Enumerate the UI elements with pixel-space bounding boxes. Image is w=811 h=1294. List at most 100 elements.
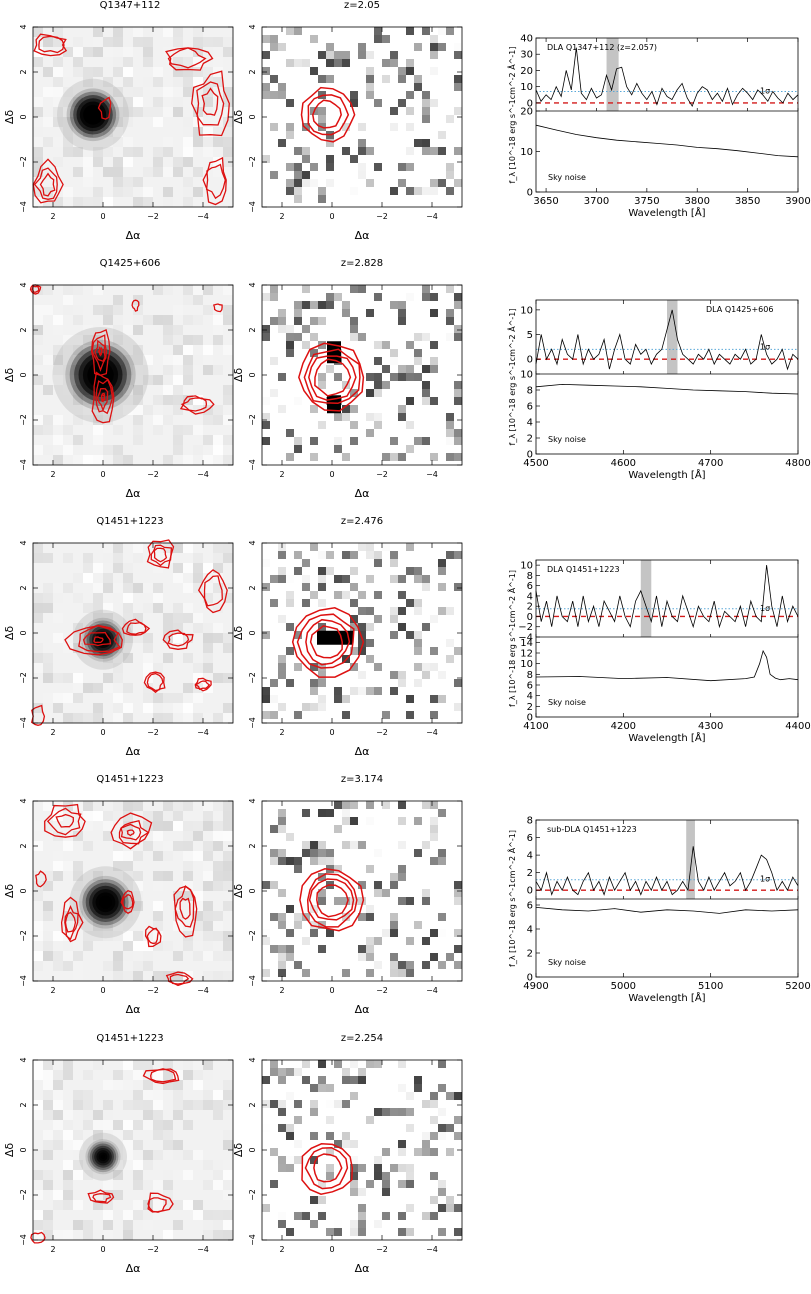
direct-image-panel: Q1451+1223 2 0 −2 −4 −4 −2 0 2 4 Δα Δδ: [3, 516, 234, 758]
y-tick-label: −4: [248, 201, 257, 213]
x-axis-label: Wavelength [Å]: [628, 991, 705, 1004]
y-tick-label: 8: [527, 816, 533, 827]
spectrum-line: [535, 846, 799, 896]
x-tick-label: 0: [100, 1245, 105, 1254]
contour-ring: [299, 868, 365, 932]
spectrum-line: [535, 565, 799, 629]
y-tick-label: 0: [248, 888, 257, 893]
x-tick-label: 2: [279, 1245, 284, 1254]
contour-ring: [291, 607, 365, 678]
contour: [169, 973, 190, 985]
x-tick-label: −2: [376, 212, 388, 221]
line-highlight-band: [667, 300, 678, 374]
contour: [174, 885, 195, 928]
contour: [180, 397, 208, 412]
y-tick-label: 12: [520, 649, 533, 660]
contour: [46, 807, 82, 836]
contour: [31, 285, 40, 293]
y-tick-label: −2: [19, 1189, 28, 1201]
contour: [120, 889, 135, 914]
x-tick-label: 2: [279, 470, 284, 479]
x-tick-label: 3800: [685, 196, 710, 207]
spectrum-panel-1: 3650 3700 3750 3800 3850 3900 0 10 20 30 40 0 10 20 DL…: [506, 34, 811, 220]
contour: [196, 81, 225, 126]
y-tick-label: 0: [19, 888, 28, 893]
y-tick-label: 4: [19, 1057, 28, 1062]
contour-ring: [307, 94, 350, 136]
spectrum-frame: [535, 299, 799, 455]
x-tick-label: 0: [329, 470, 334, 479]
x-tick-label: 0: [329, 212, 334, 221]
y-tick-label: 0: [248, 1147, 257, 1152]
contour: [97, 96, 112, 120]
y-tick-label: 0: [527, 188, 533, 199]
contour: [33, 167, 58, 200]
contour: [146, 672, 164, 692]
y-tick-label: −4: [248, 975, 257, 987]
y-tick-label: 14: [520, 638, 533, 649]
contour: [146, 539, 175, 569]
x-tick-label: 3700: [584, 196, 609, 207]
y-tick-label: 4: [19, 798, 28, 803]
y-tick-label: 2: [527, 949, 533, 960]
x-tick-label: −4: [426, 728, 438, 737]
line-highlight-band: [686, 820, 695, 899]
x-axis-label: Δα: [126, 1003, 141, 1016]
spectrum-line: [535, 309, 799, 371]
y-tick-label: 0: [248, 372, 257, 377]
quasar-title: Q1425+606: [100, 258, 161, 269]
spectrum-label: DLA Q1347+112 (z=2.057): [547, 43, 657, 52]
contour-ring: [298, 342, 365, 412]
contour: [35, 870, 47, 888]
x-tick-label: 4400: [785, 721, 810, 732]
contour: [197, 569, 228, 614]
y-tick-label: 4: [248, 282, 257, 287]
x-tick-label: 4600: [611, 458, 636, 469]
y-tick-label: −2: [248, 414, 257, 426]
y-tick-label: 10: [520, 659, 533, 670]
figure-row-2: Q1425+606 2 0 −2 −4 −4 −2 0 2 4 Δα Δδ z=2.828 2 0 −2 −4 −…: [3, 258, 463, 500]
x-tick-label: −2: [376, 728, 388, 737]
y-tick-label: 40: [520, 34, 533, 45]
direct-image-panel: Q1347+112 2 0 −2 −4 −4 −2 0 2 4 Δα Δδ: [3, 0, 234, 242]
y-tick-label: 4: [248, 24, 257, 29]
y-axis-label: Δδ: [232, 626, 245, 641]
x-tick-label: −4: [197, 1245, 209, 1254]
contour-ring: [312, 99, 342, 129]
redshift-title: z=2.254: [341, 1033, 383, 1044]
contour: [95, 378, 114, 415]
contour-ring: [314, 358, 352, 397]
y-tick-label: 4: [527, 591, 533, 602]
x-tick-label: 4300: [698, 721, 723, 732]
quasar-title: Q1347+112: [100, 0, 161, 11]
y-tick-label: −2: [19, 414, 28, 426]
sky-noise-line: [535, 383, 799, 395]
spectrum-label: DLA Q1425+606: [706, 305, 773, 314]
sky-noise-label: Sky noise: [548, 173, 586, 182]
x-axis-label: Wavelength [Å]: [628, 731, 705, 744]
y-axis-label: f_λ [10^-18 erg s^-1cm^-2 Å^-1]: [506, 830, 517, 967]
y-tick-label: 30: [520, 50, 533, 61]
y-tick-label: 0: [527, 886, 533, 897]
y-tick-label: 6: [527, 402, 533, 413]
spectrum-frame: [535, 559, 799, 718]
y-axis-label: Δδ: [232, 884, 245, 899]
y-tick-label: −2: [19, 156, 28, 168]
x-axis-label: Wavelength [Å]: [628, 206, 705, 219]
y-tick-label: 4: [248, 1057, 257, 1062]
emission-blob: [317, 630, 353, 645]
y-tick-label: 20: [520, 107, 533, 118]
x-tick-label: −4: [197, 986, 209, 995]
x-tick-label: 5100: [698, 981, 723, 992]
contour: [92, 1193, 112, 1203]
contour-ring: [304, 1146, 349, 1190]
y-tick-label: 10: [520, 147, 533, 158]
y-tick-label: 0: [19, 114, 28, 119]
redshift-title: z=3.174: [341, 774, 383, 785]
y-tick-label: 0: [248, 630, 257, 635]
redshift-title: z=2.828: [341, 258, 383, 269]
spectrum-line: [535, 47, 799, 107]
spectrum-panel-4: 4900 5000 5100 5200 0 2 4 6 8 0 2 4 6 sub-DLA Q1451+1…: [506, 816, 811, 1005]
y-tick-label: 2: [19, 327, 28, 332]
contour-ring: [303, 348, 361, 405]
